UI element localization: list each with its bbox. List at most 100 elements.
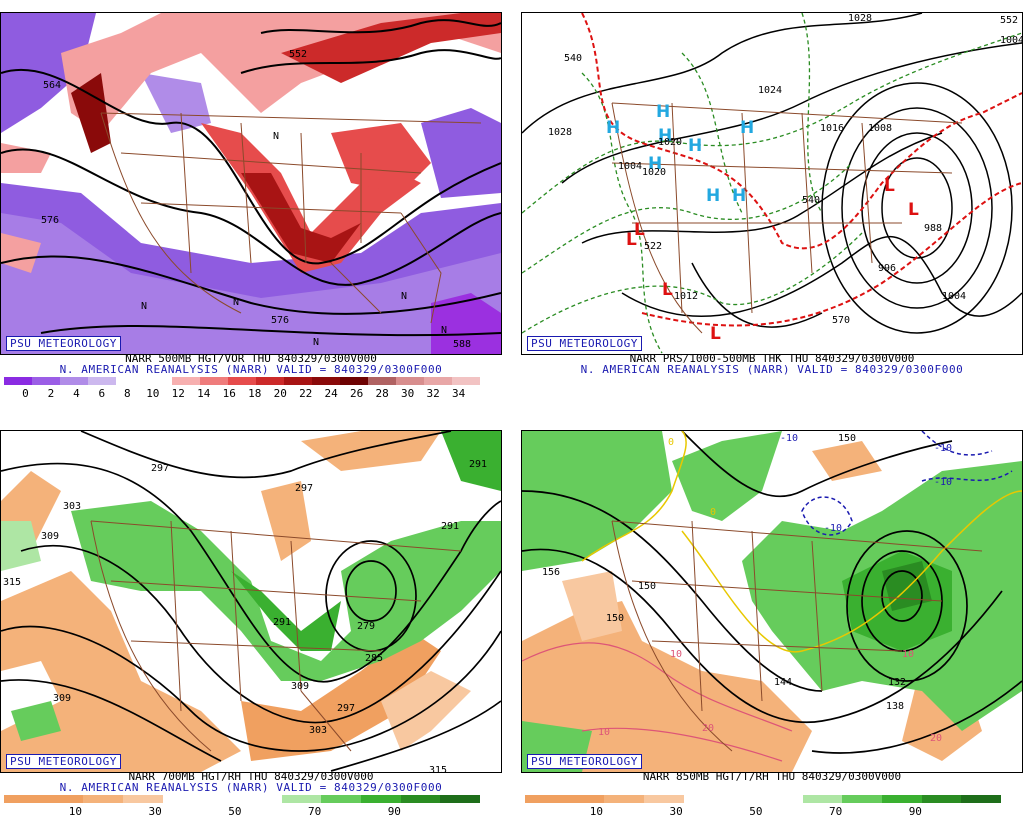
colorbar-swatch — [882, 795, 922, 803]
colorbar-swatch — [452, 377, 480, 385]
colorbar-swatch — [144, 377, 172, 385]
contour-label: 1004 — [618, 161, 642, 172]
vort-region — [201, 123, 421, 273]
colorbar-tick-label: 2 — [47, 387, 55, 400]
geo-borders — [90, 520, 462, 752]
rh-region — [241, 631, 441, 761]
contour-label: -10 — [824, 523, 842, 534]
vort-region — [1, 233, 41, 273]
colorbar-swatch — [763, 795, 803, 803]
map-caption: NARR 700MB HGT/RH THU 840329/0300V000 — [128, 770, 374, 783]
contour-label: N — [233, 297, 239, 308]
panel-850mb-hgt-t-rh: 150 156 150 150 144 138 132 -10 -10 -10 … — [521, 418, 1023, 818]
colorbar-swatch — [683, 795, 724, 803]
colorbar-swatch — [123, 795, 163, 803]
contour-label: 576 — [41, 215, 59, 226]
colorbar-tick-label: 4 — [73, 387, 80, 400]
contour-label: 1020 — [642, 167, 666, 178]
vorticity-colorbar-ticks: 0 2 4 6 8 10 12 14 16 18 20 22 24 26 28 30 32 34 — [4, 388, 480, 400]
colorbar-swatch — [4, 377, 32, 385]
contour-label: 132 — [888, 677, 906, 688]
rh-region — [11, 701, 61, 741]
map-500mb: 552 564 576 576 588 N N N N N N PSU METE… — [0, 12, 502, 355]
psu-meteorology-label: PSU METEOROLOGY — [527, 336, 642, 351]
high-pressure-marker: H — [648, 154, 662, 174]
colorbar-swatch — [116, 377, 144, 385]
contour-label: 1016 — [820, 123, 844, 134]
rh-region — [562, 571, 622, 641]
colorbar-swatch — [228, 377, 256, 385]
rh-region — [812, 441, 882, 481]
thickness-contours — [522, 13, 1022, 354]
map-700mb: 297 303 309 315 297 291 291 279 285 297 … — [0, 430, 502, 773]
colorbar-tick-label: 32 — [426, 387, 440, 400]
psu-meteorology-label: PSU METEOROLOGY — [527, 754, 642, 769]
colorbar-swatch — [400, 795, 441, 803]
map-source-caption: N. AMERICAN REANALYSIS (NARR) VALID = 84… — [59, 781, 443, 794]
contour-label: 285 — [365, 653, 383, 664]
colorbar-tick-label: 26 — [350, 387, 364, 400]
contour-label: N — [273, 131, 279, 142]
map-source-caption: N. AMERICAN REANALYSIS (NARR) VALID = 84… — [580, 363, 964, 376]
rh-colorbar — [525, 795, 1002, 803]
map-pressure-svg: H H H H H H H H L L L L L L 1028 1028 10… — [522, 13, 1022, 354]
low-pressure-marker: L — [626, 230, 637, 250]
panel-700mb-hgt-rh: 297 303 309 315 297 291 291 279 285 297 … — [0, 418, 502, 818]
contour-label: 291 — [441, 521, 459, 532]
colorbar-tick-label: 22 — [299, 387, 313, 400]
map-caption: NARR 500MB HGT/VOR THU 840329/0300V000 — [125, 352, 377, 365]
contour-label: 315 — [3, 577, 21, 588]
colorbar-tick-label: 24 — [324, 387, 338, 400]
low-pressure-marker: L — [908, 200, 919, 220]
rh-colorbar-ticks: 10 30 50 70 90 — [4, 806, 480, 818]
colorbar-tick-label: 12 — [171, 387, 185, 400]
colorbar-swatch — [921, 795, 962, 803]
colorbar-swatch — [604, 795, 645, 803]
contour-label: 1028 — [548, 127, 572, 138]
rh-region — [522, 431, 672, 571]
contour-label: 540 — [802, 195, 820, 206]
contour-label: N — [313, 337, 319, 348]
contour-label: -10 — [934, 443, 952, 454]
colorbar-swatch — [424, 377, 452, 385]
vort-region — [281, 13, 501, 83]
contour-label: 150 — [638, 581, 656, 592]
contour-label: 10 — [670, 649, 682, 660]
colorbar-swatch — [321, 795, 362, 803]
temp-zero-line — [581, 431, 1022, 653]
geo-borders — [611, 102, 963, 334]
high-pressure-marker: H — [656, 102, 670, 122]
colorbar-tick-label: 14 — [197, 387, 211, 400]
contour-label: -10 — [934, 477, 952, 488]
contour-label: N — [441, 325, 447, 336]
colorbar-tick-label: 34 — [451, 387, 466, 400]
colorbar-swatch — [361, 795, 401, 803]
high-pressure-marker: H — [606, 118, 620, 138]
rh-colorbar — [4, 795, 481, 803]
contour-label: 279 — [357, 621, 375, 632]
contour-label: 1004 — [942, 291, 966, 302]
colorbar-swatch — [88, 377, 116, 385]
colorbar-swatch — [60, 377, 88, 385]
map-caption: NARR 850MB HGT/T/RH THU 840329/0300V000 — [642, 770, 902, 783]
high-centers: H H H H H H H H — [606, 102, 754, 206]
thickness-540 — [581, 13, 1022, 327]
contour-label: 1024 — [758, 85, 782, 96]
temp-contours — [801, 431, 1013, 536]
vort-region — [141, 73, 211, 133]
colorbar-swatch — [312, 377, 340, 385]
colorbar-tick-label: 30 — [400, 387, 415, 400]
contour-labels: 297 303 309 315 297 291 291 279 285 297 … — [3, 459, 487, 772]
contour-label: 10 — [598, 727, 610, 738]
contour-label: 20 — [930, 733, 942, 744]
low-pressure-marker: L — [662, 280, 673, 300]
colorbar-tick-label: 50 — [749, 805, 763, 818]
colorbar-tick-label: 30 — [148, 805, 162, 818]
vort-region — [331, 123, 431, 193]
colorbar-tick-label: 16 — [222, 387, 236, 400]
colorbar-tick-label: 28 — [375, 387, 389, 400]
contour-label: 291 — [273, 617, 291, 628]
colorbar-swatch — [723, 795, 764, 803]
contour-labels: 552 564 576 576 588 N N N N N N — [41, 49, 471, 350]
contour-label: 552 — [289, 49, 307, 60]
